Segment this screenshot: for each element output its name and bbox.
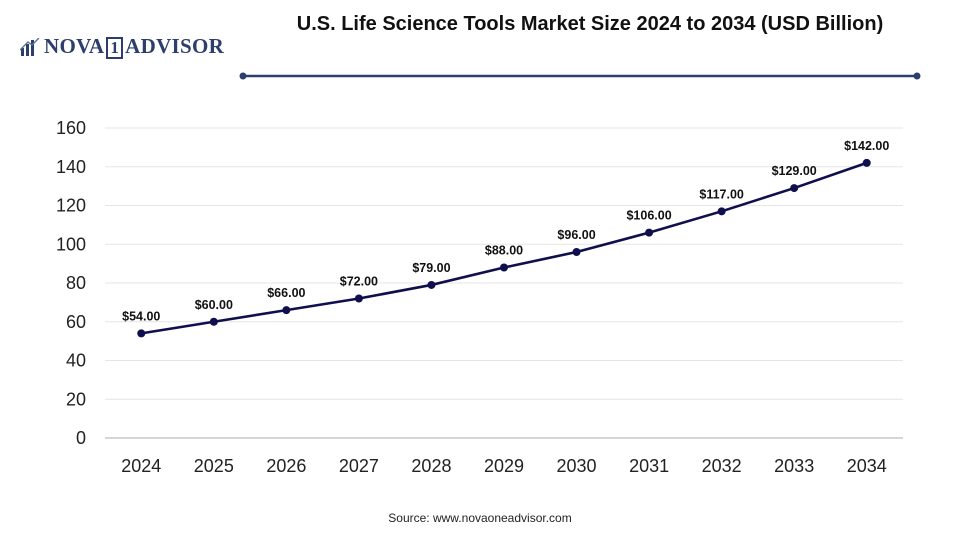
y-tick-label: 0 [76,428,86,448]
data-point [500,263,508,272]
chart-title: U.S. Life Science Tools Market Size 2024… [296,13,884,35]
data-label: $142.00 [844,139,889,153]
x-tick-label: 2031 [629,456,669,476]
x-tick-label: 2033 [774,456,814,476]
brand-logo: NOVA 1 ADVISOR [20,34,224,59]
y-tick-label: 100 [56,234,86,254]
data-label: $72.00 [340,275,378,289]
data-label: $106.00 [626,209,671,223]
data-label: $88.00 [485,244,523,258]
x-tick-label: 2024 [121,456,161,476]
y-tick-label: 120 [56,196,86,216]
x-tick-label: 2025 [194,456,234,476]
source-note: Source: www.novaoneadvisor.com [388,511,572,525]
data-label: $96.00 [557,228,595,242]
x-tick-label: 2027 [339,456,379,476]
data-point [862,158,871,167]
y-tick-label: 140 [56,157,86,177]
y-tick-label: 80 [66,273,86,293]
y-tick-label: 160 [56,118,86,138]
y-tick-label: 60 [66,312,86,332]
data-label: $117.00 [699,187,744,201]
x-tick-label: 2032 [702,456,742,476]
data-label: $60.00 [195,298,233,312]
bar-chart-logo-icon [20,37,40,56]
data-point [209,317,218,326]
data-point [645,228,654,237]
x-tick-label: 2034 [847,456,887,476]
x-tick-label: 2028 [411,456,451,476]
title-rule [239,72,921,80]
x-tick-label: 2029 [484,456,524,476]
x-tick-label: 2030 [557,456,597,476]
data-label: $129.00 [772,164,817,178]
brand-name: NOVA 1 ADVISOR [44,34,225,59]
brand-number: 1 [106,37,124,59]
data-point [427,280,436,289]
data-point [790,184,799,193]
data-point [282,306,291,315]
y-tick-label: 20 [66,389,86,409]
data-label: $66.00 [267,286,305,300]
data-point [354,294,363,303]
y-tick-label: 40 [66,351,86,371]
data-point [572,248,581,256]
data-point [717,207,726,216]
data-label: $79.00 [412,261,450,275]
data-point [137,329,146,338]
x-tick-label: 2026 [266,456,306,476]
data-label: $54.00 [122,309,160,323]
